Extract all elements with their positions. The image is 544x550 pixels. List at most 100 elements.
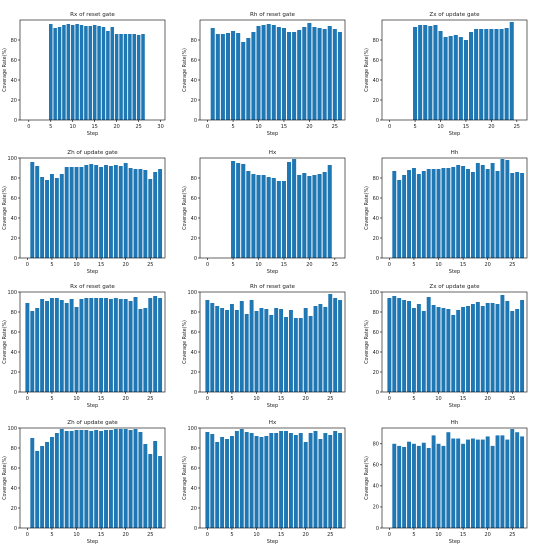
bar bbox=[441, 168, 446, 258]
bar bbox=[138, 309, 143, 392]
bar bbox=[158, 298, 163, 392]
bar bbox=[205, 432, 210, 528]
bar bbox=[138, 169, 143, 258]
bar bbox=[490, 445, 495, 528]
bar bbox=[431, 435, 436, 528]
bar bbox=[392, 296, 397, 392]
bar bbox=[495, 171, 500, 258]
bar bbox=[456, 310, 461, 392]
x-tick-label: 5 bbox=[412, 262, 415, 268]
y-tick-label: 20 bbox=[11, 370, 17, 376]
x-tick-label: 25 bbox=[509, 396, 515, 402]
bar bbox=[461, 443, 466, 528]
x-tick-label: 0 bbox=[27, 124, 30, 130]
bar bbox=[312, 27, 317, 120]
x-tick-label: 15 bbox=[460, 396, 466, 402]
bar bbox=[458, 37, 463, 120]
y-axis-label: Coverage Rate(%) bbox=[364, 456, 370, 500]
bar bbox=[49, 437, 54, 528]
bar bbox=[45, 180, 49, 258]
bar bbox=[25, 303, 30, 392]
bar bbox=[101, 27, 106, 120]
bar bbox=[104, 165, 108, 258]
x-tick-label: 5 bbox=[50, 532, 53, 538]
x-tick-label: 10 bbox=[73, 262, 79, 268]
bar bbox=[239, 429, 244, 528]
bar bbox=[510, 173, 515, 258]
bar bbox=[287, 32, 292, 120]
bar bbox=[30, 162, 35, 258]
bar bbox=[323, 433, 328, 528]
bar bbox=[229, 436, 234, 528]
x-tick-label: 0 bbox=[388, 124, 391, 130]
x-axis-label: Step bbox=[449, 131, 460, 137]
bar bbox=[108, 299, 113, 392]
y-tick-label: 0 bbox=[14, 118, 17, 124]
chart-title: Hh bbox=[451, 150, 459, 156]
bar bbox=[59, 300, 64, 392]
bar bbox=[279, 431, 284, 528]
bar bbox=[271, 178, 276, 258]
bar bbox=[302, 27, 307, 120]
y-tick-label: 60 bbox=[191, 466, 197, 472]
bar bbox=[114, 34, 119, 120]
bar bbox=[470, 172, 475, 258]
bar bbox=[463, 40, 468, 120]
bar bbox=[143, 308, 148, 392]
bar bbox=[307, 23, 312, 120]
y-tick-label: 40 bbox=[191, 216, 197, 222]
y-tick-label: 0 bbox=[194, 118, 197, 124]
bar bbox=[70, 25, 75, 120]
bar bbox=[318, 439, 323, 528]
bar bbox=[392, 171, 397, 258]
bar bbox=[236, 163, 241, 258]
bar bbox=[236, 33, 241, 120]
bar bbox=[153, 441, 158, 528]
bar bbox=[500, 435, 505, 528]
y-tick-label: 100 bbox=[187, 426, 197, 432]
chart-panel-5: Hx 0 5 10 15 20 25 0 20 40 60 80 Step Coverage Rate(%… bbox=[182, 150, 346, 275]
y-axis-label: Coverage Rate(%) bbox=[182, 320, 188, 364]
bar bbox=[298, 433, 303, 528]
y-tick-label: 40 bbox=[373, 350, 379, 356]
bar bbox=[438, 31, 443, 120]
bar bbox=[466, 169, 470, 258]
x-axis-label: Step bbox=[267, 131, 278, 137]
bar bbox=[515, 432, 520, 528]
bar bbox=[271, 25, 276, 120]
bar bbox=[118, 166, 123, 258]
bar bbox=[317, 28, 322, 120]
bar bbox=[279, 309, 284, 392]
x-tick-label: 15 bbox=[463, 124, 469, 130]
y-tick-label: 0 bbox=[14, 390, 17, 396]
y-tick-label: 80 bbox=[373, 310, 379, 316]
bar bbox=[64, 167, 69, 258]
bar bbox=[128, 34, 132, 120]
bar bbox=[456, 165, 461, 258]
x-axis-label: Step bbox=[267, 539, 278, 545]
bar bbox=[210, 434, 215, 528]
bar bbox=[54, 178, 59, 258]
y-tick-label: 80 bbox=[191, 38, 197, 44]
bar bbox=[456, 438, 461, 528]
y-tick-label: 0 bbox=[14, 526, 17, 532]
x-tick-label: 25 bbox=[327, 396, 333, 402]
bar bbox=[292, 159, 297, 258]
bar bbox=[128, 430, 133, 528]
bar bbox=[256, 26, 261, 120]
bar bbox=[57, 27, 62, 120]
bar bbox=[108, 166, 113, 258]
chart-panel-10: Zh of update gate 0 5 10 15 20 25 0 20 40 60 80 100 S… bbox=[2, 420, 166, 545]
bar bbox=[69, 167, 74, 258]
bar bbox=[411, 443, 416, 528]
bar bbox=[500, 295, 505, 392]
x-tick-label: 0 bbox=[26, 532, 29, 538]
x-tick-label: 15 bbox=[92, 124, 98, 130]
bar bbox=[446, 168, 451, 258]
bar bbox=[35, 166, 40, 258]
y-axis-label: Coverage Rate(%) bbox=[364, 186, 370, 230]
y-tick-label: 100 bbox=[7, 156, 17, 162]
bar bbox=[54, 433, 59, 528]
bar bbox=[313, 306, 318, 392]
